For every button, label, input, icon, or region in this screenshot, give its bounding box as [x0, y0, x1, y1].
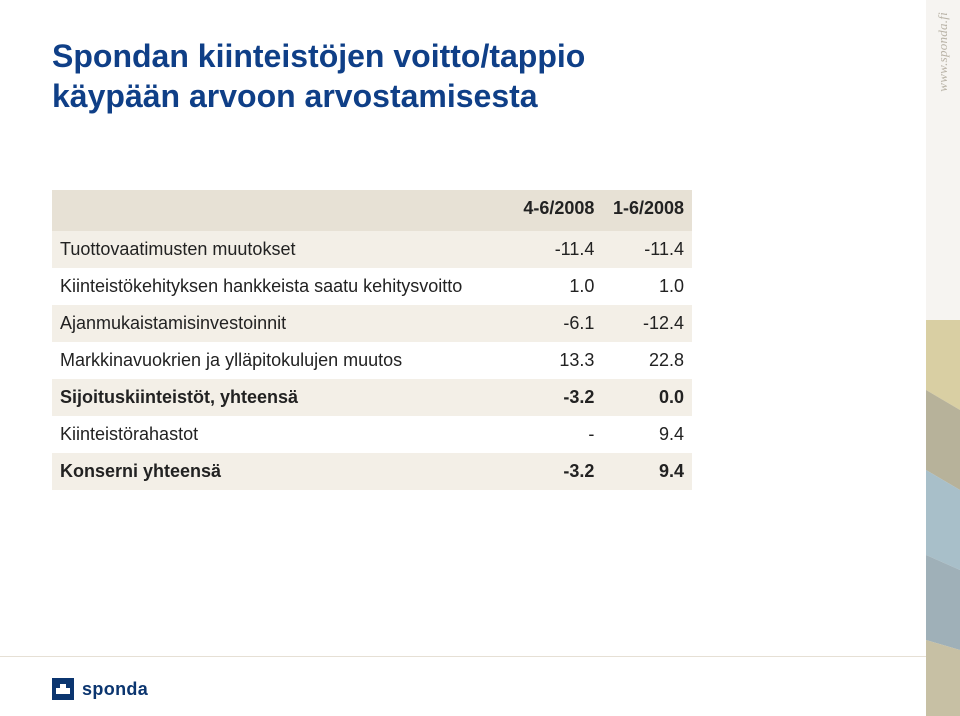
row-label: Konserni yhteensä — [52, 453, 513, 490]
row-value: -11.4 — [513, 231, 603, 268]
row-value: 0.0 — [602, 379, 692, 416]
brand-logo: sponda — [52, 678, 148, 700]
row-value: -3.2 — [513, 453, 603, 490]
table-row: Kiinteistökehityksen hankkeista saatu ke… — [52, 268, 692, 305]
table-row: Sijoituskiinteistöt, yhteensä-3.20.0 — [52, 379, 692, 416]
row-value: 13.3 — [513, 342, 603, 379]
table-row: Tuottovaatimusten muutokset-11.4-11.4 — [52, 231, 692, 268]
row-value: 1.0 — [513, 268, 603, 305]
table-row: Kiinteistörahastot-9.4 — [52, 416, 692, 453]
row-value: -6.1 — [513, 305, 603, 342]
logo-wordmark: sponda — [82, 679, 148, 700]
row-label: Tuottovaatimusten muutokset — [52, 231, 513, 268]
table-row: Markkinavuokrien ja ylläpitokulujen muut… — [52, 342, 692, 379]
side-strip: www.sponda.fi — [926, 0, 960, 716]
table-row: Konserni yhteensä-3.29.4 — [52, 453, 692, 490]
row-value: -11.4 — [602, 231, 692, 268]
col-header-period-1: 4-6/2008 — [513, 190, 603, 231]
table-row: Ajanmukaistamisinvestoinnit-6.1-12.4 — [52, 305, 692, 342]
row-value: -3.2 — [513, 379, 603, 416]
row-value: 9.4 — [602, 453, 692, 490]
row-label: Ajanmukaistamisinvestoinnit — [52, 305, 513, 342]
side-url-text: www.sponda.fi — [935, 12, 951, 92]
row-label: Kiinteistörahastot — [52, 416, 513, 453]
row-value: - — [513, 416, 603, 453]
row-label: Markkinavuokrien ja ylläpitokulujen muut… — [52, 342, 513, 379]
data-table: 4-6/2008 1-6/2008 Tuottovaatimusten muut… — [52, 190, 692, 490]
footer-bar: sponda — [0, 656, 926, 716]
col-header-period-2: 1-6/2008 — [602, 190, 692, 231]
row-value: 9.4 — [602, 416, 692, 453]
row-value: 22.8 — [602, 342, 692, 379]
row-label: Sijoituskiinteistöt, yhteensä — [52, 379, 513, 416]
table-header-row: 4-6/2008 1-6/2008 — [52, 190, 692, 231]
title-line-1: Spondan kiinteistöjen voitto/tappio — [52, 36, 585, 76]
data-table-wrap: 4-6/2008 1-6/2008 Tuottovaatimusten muut… — [52, 190, 692, 490]
slide-title: Spondan kiinteistöjen voitto/tappio käyp… — [52, 36, 585, 116]
col-header-label — [52, 190, 513, 231]
side-decor-icon — [926, 320, 960, 716]
title-line-2: käypään arvoon arvostamisesta — [52, 76, 585, 116]
row-value: 1.0 — [602, 268, 692, 305]
logo-mark-icon — [52, 678, 74, 700]
row-label: Kiinteistökehityksen hankkeista saatu ke… — [52, 268, 513, 305]
row-value: -12.4 — [602, 305, 692, 342]
